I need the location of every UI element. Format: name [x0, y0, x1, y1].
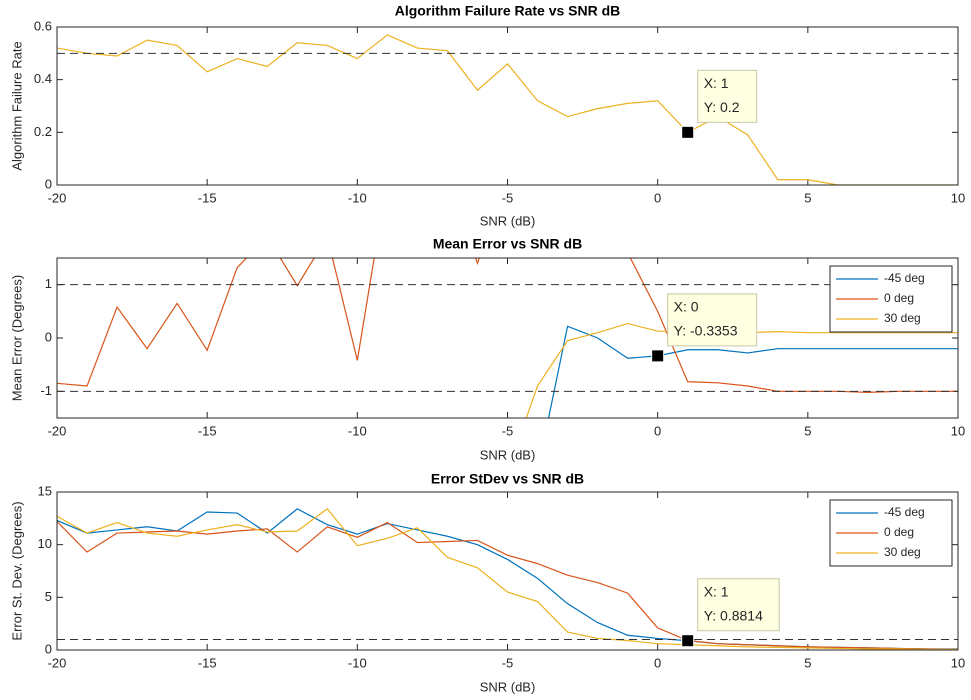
datatip-marker	[651, 349, 665, 363]
legend-label: 0 deg	[884, 525, 914, 539]
y-tick-label: 15	[38, 483, 52, 498]
datatip-label: X: 1	[704, 583, 729, 599]
x-tick-label: 5	[804, 655, 811, 670]
legend-label: -45 deg	[884, 505, 925, 519]
x-tick-label: 0	[654, 655, 661, 670]
axes-box	[56, 257, 959, 419]
axes-box	[56, 491, 959, 651]
plot-area	[57, 27, 958, 185]
x-tick-label: -5	[502, 190, 514, 205]
datatip-marker	[681, 634, 695, 648]
y-tick-label: 10	[38, 536, 52, 551]
datatip-label: Y: 0.2	[704, 99, 740, 115]
y-axis-label: Mean Error (Degrees)	[9, 275, 24, 401]
y-tick-label: 0	[45, 641, 52, 656]
x-tick-label: -5	[502, 655, 514, 670]
x-tick-label: 5	[804, 423, 811, 438]
x-tick-label: -20	[48, 190, 67, 205]
plot-lines	[57, 258, 958, 418]
datatip-label: X: 1	[704, 75, 729, 91]
x-tick-label: 0	[654, 190, 661, 205]
axes-box	[56, 26, 959, 186]
datatip-label: Y: 0.8814	[704, 607, 763, 623]
x-axis-label: SNR (dB)	[480, 213, 536, 228]
plot-lines	[57, 34, 958, 185]
x-tick-label: -15	[198, 655, 217, 670]
datatip-marker	[681, 125, 695, 139]
legend-label: 30 deg	[884, 311, 921, 325]
datatip-box	[697, 69, 758, 123]
x-tick-label: 5	[804, 190, 811, 205]
x-axis-label: SNR (dB)	[480, 447, 536, 462]
y-tick-label: 0.2	[34, 124, 52, 139]
chart-title: Error StDev vs SNR dB	[431, 471, 584, 487]
data-line	[525, 322, 958, 418]
y-tick-label: 0.4	[34, 71, 52, 86]
legend-label: 0 deg	[884, 291, 914, 305]
y-axis-label: Error St. Dev. (Degrees)	[9, 501, 24, 640]
x-tick-label: -20	[48, 423, 67, 438]
y-tick-label: 5	[45, 589, 52, 604]
x-tick-label: -5	[502, 423, 514, 438]
data-line	[57, 258, 958, 394]
datatip-box	[667, 293, 758, 347]
data-line	[547, 325, 958, 418]
y-tick-label: -1	[40, 383, 52, 398]
x-tick-label: -10	[348, 423, 367, 438]
y-tick-label: 0.6	[34, 18, 52, 33]
plot-area	[57, 258, 958, 418]
data-line	[57, 521, 958, 650]
y-tick-label: 1	[45, 276, 52, 291]
x-tick-label: -15	[198, 423, 217, 438]
chart-title: Mean Error vs SNR dB	[433, 236, 582, 252]
x-tick-label: -15	[198, 190, 217, 205]
chart-title: Algorithm Failure Rate vs SNR dB	[395, 3, 621, 19]
plot-lines	[57, 508, 958, 650]
x-tick-label: 10	[951, 655, 965, 670]
x-tick-label: -10	[348, 655, 367, 670]
datatip-label: X: 0	[674, 299, 699, 315]
data-line	[57, 508, 958, 650]
x-tick-label: 10	[951, 190, 965, 205]
y-tick-label: 0	[45, 329, 52, 344]
legend-label: 30 deg	[884, 545, 921, 559]
y-axis-label: Algorithm Failure Rate	[9, 41, 24, 170]
datatip-label: Y: -0.3353	[674, 323, 738, 339]
x-tick-label: 0	[654, 423, 661, 438]
x-axis-label: SNR (dB)	[480, 679, 536, 694]
x-tick-label: -10	[348, 190, 367, 205]
datatip-box	[697, 578, 780, 632]
legend-label: -45 deg	[884, 271, 925, 285]
x-tick-label: 10	[951, 423, 965, 438]
y-tick-label: 0	[45, 176, 52, 191]
data-line	[57, 34, 958, 185]
plot-area	[57, 492, 958, 650]
x-tick-label: -20	[48, 655, 67, 670]
